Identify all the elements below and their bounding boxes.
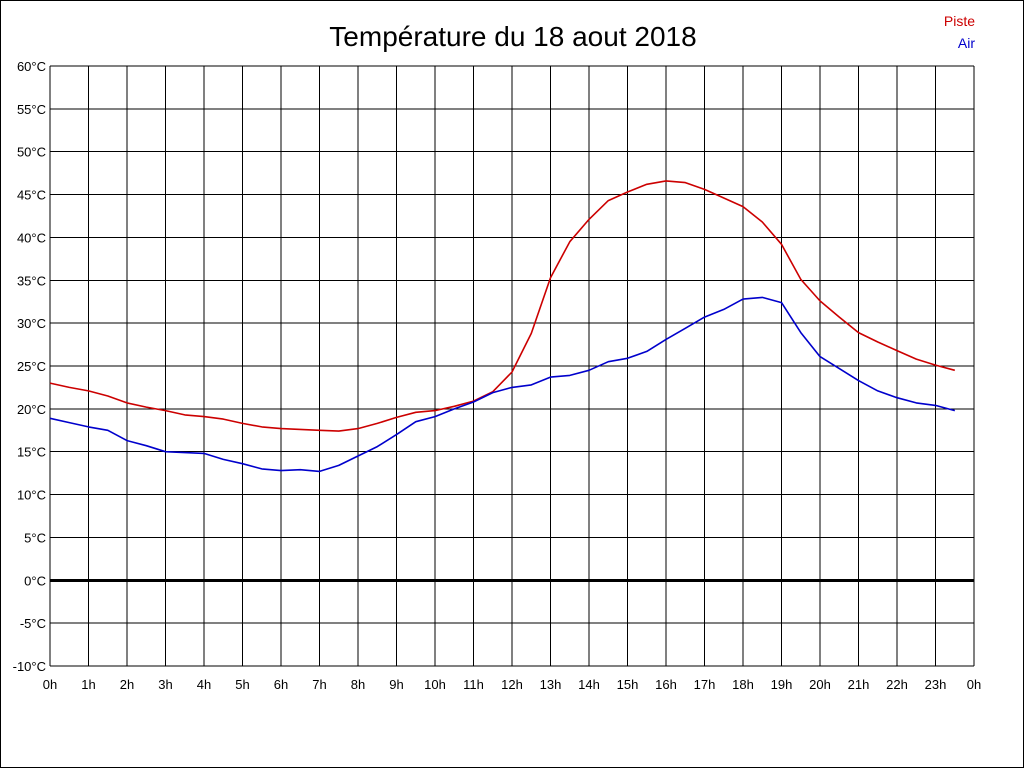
x-tick-label: 21h <box>848 677 870 692</box>
legend-item-air: Air <box>958 35 975 51</box>
x-tick-label: 0h <box>43 677 57 692</box>
y-tick-label: -10°C <box>13 659 46 674</box>
x-tick-label: 12h <box>501 677 523 692</box>
x-tick-label: 5h <box>235 677 249 692</box>
series-line-piste <box>49 180 956 432</box>
x-tick-label: 0h <box>967 677 981 692</box>
x-tick-label: 4h <box>197 677 211 692</box>
y-tick-label: 45°C <box>17 188 46 203</box>
y-tick-label: 30°C <box>17 316 46 331</box>
x-tick-label: 10h <box>424 677 446 692</box>
x-tick-label: 14h <box>578 677 600 692</box>
x-tick-label: 19h <box>771 677 793 692</box>
y-tick-label: 0°C <box>24 573 46 588</box>
x-tick-label: 23h <box>925 677 947 692</box>
x-tick-label: 1h <box>81 677 95 692</box>
x-tick-label: 7h <box>312 677 326 692</box>
chart-title: Température du 18 aout 2018 <box>329 21 696 52</box>
y-tick-label: 40°C <box>17 230 46 245</box>
x-tick-label: 16h <box>655 677 677 692</box>
y-tick-label: 25°C <box>17 359 46 374</box>
y-tick-label: 55°C <box>17 102 46 117</box>
x-tick-label: 6h <box>274 677 288 692</box>
legend: Piste Air <box>944 13 975 51</box>
y-tick-label: 5°C <box>24 530 46 545</box>
y-tick-label: 60°C <box>17 59 46 74</box>
legend-item-piste: Piste <box>944 13 975 29</box>
y-tick-label: -5°C <box>20 616 46 631</box>
x-axis-labels: 0h 1h 2h 3h 4h 5h 6h 7h 8h 9h 10h 11h 12h 13h 14h 15h 16… <box>43 677 981 692</box>
x-tick-label: 8h <box>351 677 365 692</box>
y-tick-label: 20°C <box>17 402 46 417</box>
y-tick-label: 15°C <box>17 445 46 460</box>
y-tick-label: 35°C <box>17 273 46 288</box>
x-tick-label: 20h <box>809 677 831 692</box>
x-tick-label: 9h <box>389 677 403 692</box>
x-tick-label: 18h <box>732 677 754 692</box>
x-tick-label: 15h <box>617 677 639 692</box>
x-tick-label: 11h <box>463 677 484 692</box>
x-tick-label: 3h <box>158 677 172 692</box>
x-tick-label: 13h <box>540 677 562 692</box>
x-tick-label: 17h <box>694 677 716 692</box>
x-tick-label: 22h <box>886 677 908 692</box>
y-tick-label: 50°C <box>17 145 46 160</box>
series-layer <box>49 180 956 473</box>
y-axis-labels: 60°C 55°C 50°C 45°C 40°C 35°C 30°C 25°C 20°C 15°C… <box>13 59 46 674</box>
x-tick-label: 2h <box>120 677 134 692</box>
series-line-air <box>49 296 956 473</box>
y-tick-label: 10°C <box>17 488 46 503</box>
